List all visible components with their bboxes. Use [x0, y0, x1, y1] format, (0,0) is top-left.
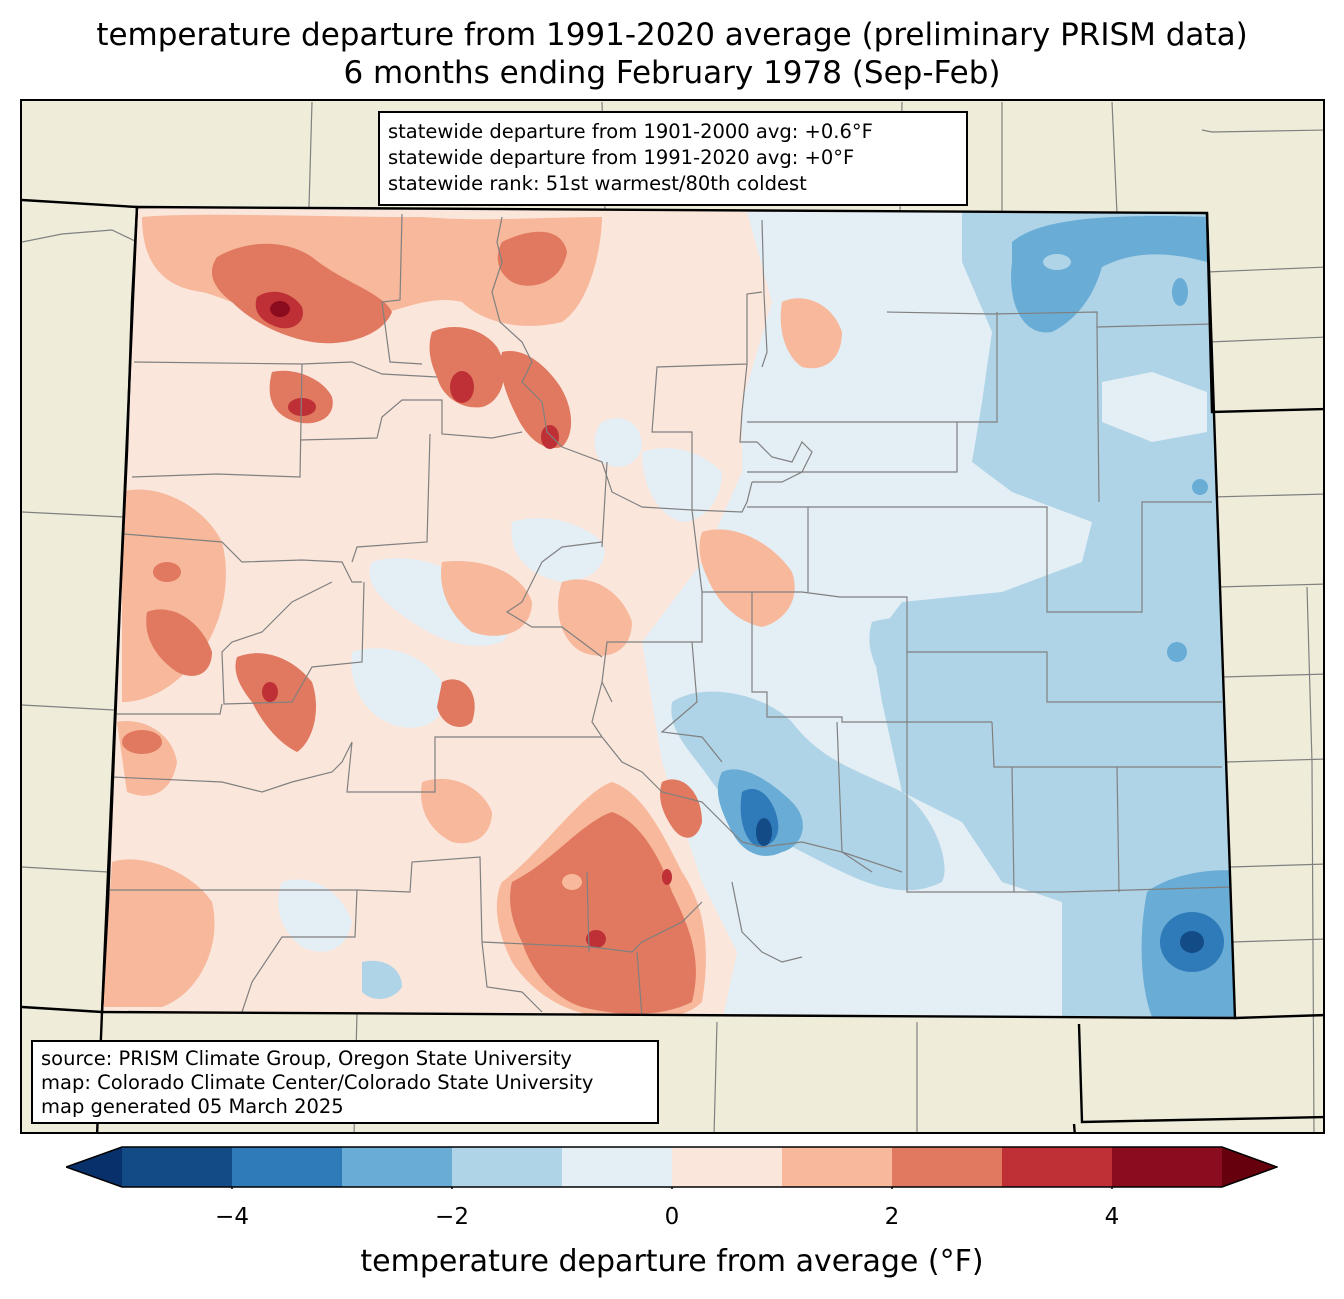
stats-departure-1901-2000: statewide departure from 1901-2000 avg: …	[388, 120, 873, 143]
colorbar-bin	[342, 1147, 453, 1187]
source-box: source: PRISM Climate Group, Oregon Stat…	[31, 1040, 659, 1124]
colorbar-tick-label: −4	[215, 1204, 249, 1230]
colorbar-under-extension	[66, 1147, 122, 1187]
generated-date-line: map generated 05 March 2025	[41, 1095, 344, 1118]
state-boundaries	[22, 198, 1323, 1132]
map-panel	[20, 99, 1325, 1134]
source-line: source: PRISM Climate Group, Oregon Stat…	[41, 1047, 572, 1070]
colorbar-tick-label: −2	[435, 1204, 469, 1230]
stats-rank: statewide rank: 51st warmest/80th coldes…	[388, 172, 807, 195]
colorbar-bin	[232, 1147, 343, 1187]
map-subtitle: 6 months ending February 1978 (Sep-Feb)	[343, 55, 1001, 91]
colorbar-bin	[782, 1147, 893, 1187]
map-title: temperature departure from 1991-2020 ave…	[96, 17, 1248, 53]
statewide-stats-box: statewide departure from 1901-2000 avg: …	[378, 111, 968, 206]
colorbar-bin	[122, 1147, 233, 1187]
county-lines	[110, 213, 1233, 1018]
map-credit-line: map: Colorado Climate Center/Colorado St…	[41, 1071, 594, 1094]
colorbar-bin	[672, 1147, 783, 1187]
colorbar-over-extension	[1222, 1147, 1278, 1187]
temperature-departure-field	[102, 207, 1235, 1018]
colorbar-bin	[892, 1147, 1003, 1187]
colorbar-bin	[1112, 1147, 1223, 1187]
colorbar-label: temperature departure from average (°F)	[360, 1244, 984, 1279]
colorbar-tick-label: 0	[664, 1204, 680, 1230]
colorbar-tick-label: 2	[884, 1204, 900, 1230]
colorbar-outline	[66, 1146, 1278, 1188]
colorbar	[66, 1146, 1278, 1189]
colorado-map	[22, 101, 1323, 1132]
colorbar-bin	[1002, 1147, 1113, 1187]
colorbar-tick-label: 4	[1104, 1204, 1120, 1230]
stats-departure-1991-2020: statewide departure from 1991-2020 avg: …	[388, 146, 855, 169]
colorbar-bin	[562, 1147, 673, 1187]
colorbar-bin	[452, 1147, 563, 1187]
